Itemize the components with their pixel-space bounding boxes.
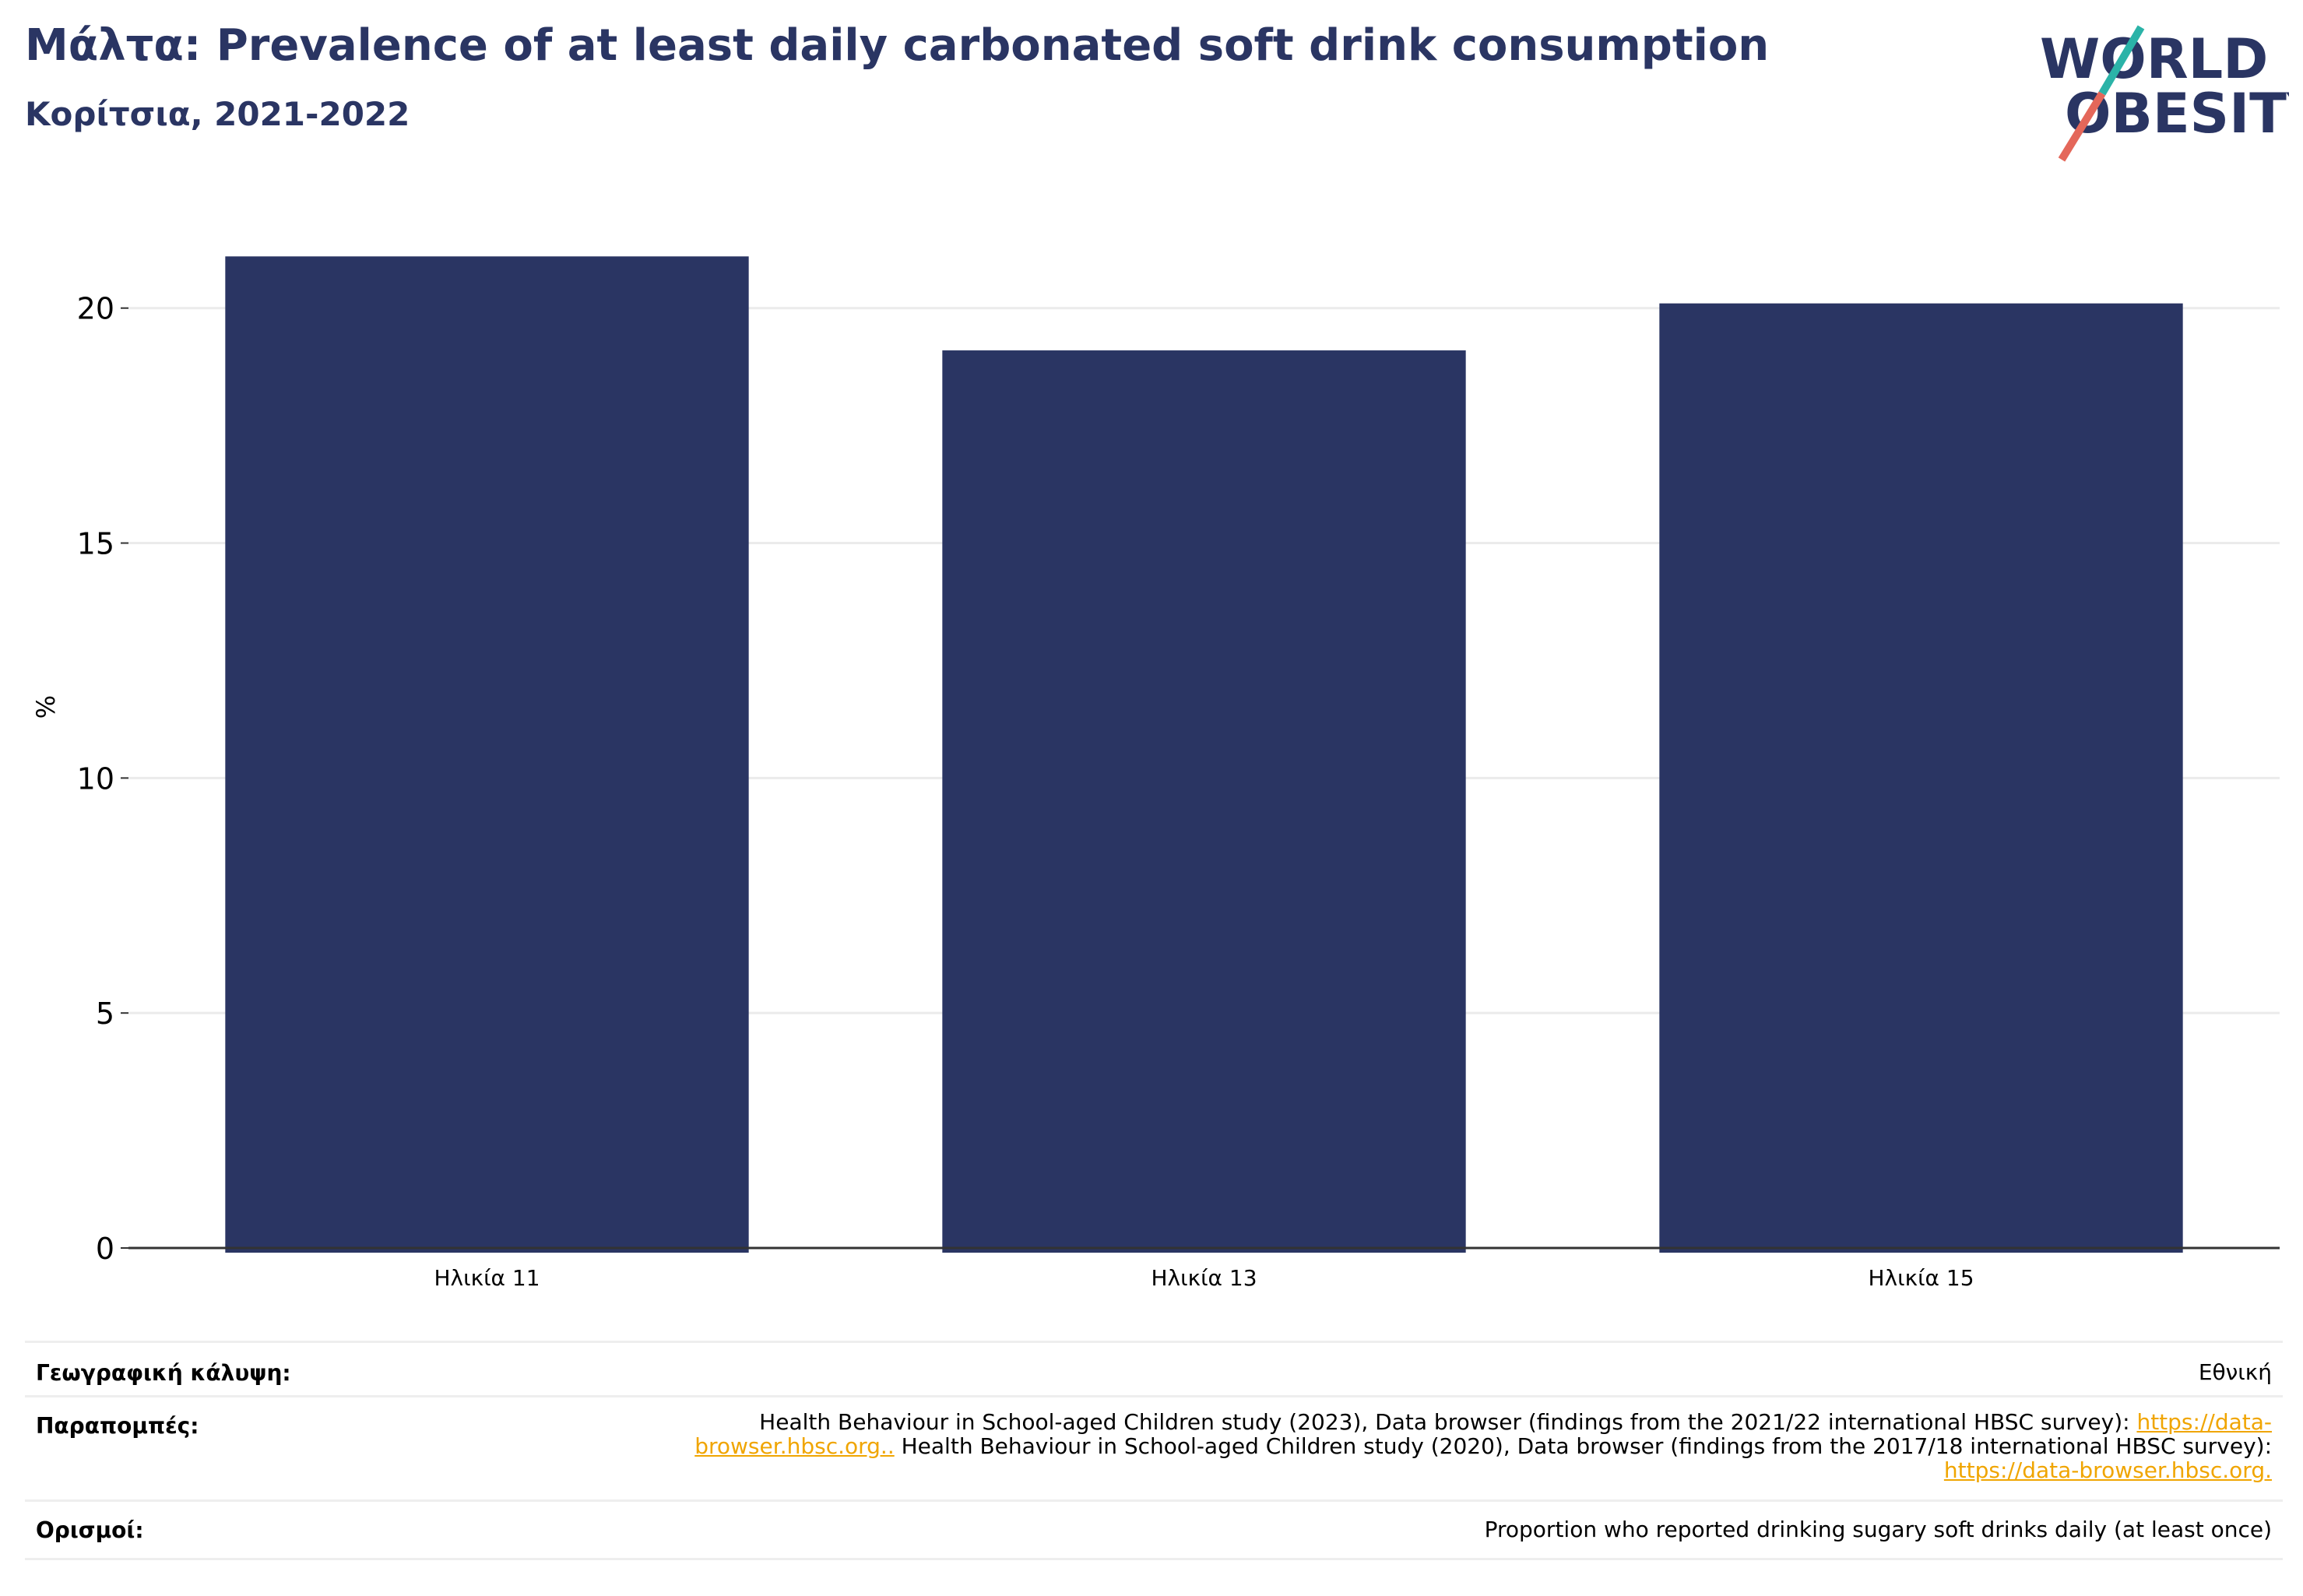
references-value: Health Behaviour in School-aged Children… [652, 1410, 2272, 1482]
y-axis-label: % [31, 695, 61, 719]
chart-subtitle: Κορίτσια, 2021-2022 [25, 95, 410, 133]
definitions-row: Ορισμοί: Proportion who reported drinkin… [25, 1499, 2283, 1560]
definitions-label: Ορισμοί: [36, 1517, 144, 1543]
bar-3 [1659, 303, 2183, 1253]
y-tick-label-0: 0 [96, 1232, 114, 1266]
references-text-2: Health Behaviour in School-aged Children… [894, 1433, 2272, 1459]
x-tick-label-1: Ηλικία 11 [434, 1265, 540, 1291]
logo-line-world: WORLD [2040, 27, 2268, 91]
x-tick-label-2: Ηλικία 13 [1151, 1265, 1257, 1291]
references-row: Παραπομπές: Health Behaviour in School-a… [25, 1395, 2283, 1502]
coverage-value: Εθνική [2198, 1359, 2272, 1385]
coverage-row: Γεωγραφική κάλυψη: Εθνική [25, 1341, 2283, 1397]
references-link-1[interactable]: https://data-browser.hbsc.org.. [694, 1409, 2272, 1459]
references-link-2[interactable]: https://data-browser.hbsc.org. [1943, 1457, 2272, 1483]
bar-1 [225, 256, 749, 1253]
y-tick-label-10: 10 [77, 761, 114, 796]
bar-chart: 0 5 10 15 20 Ηλικία 11 Ηλικία 13 Ηλικία 15 % [31, 256, 2280, 1291]
y-tick-label-15: 15 [77, 527, 114, 561]
references-text-1: Health Behaviour in School-aged Children… [759, 1409, 2137, 1435]
logo-slash-coral [2058, 91, 2106, 162]
axes: 0 5 10 15 20 Ηλικία 11 Ηλικία 13 Ηλικία 15 [77, 292, 2280, 1291]
world-obesity-logo: WORLD OBESITY [2040, 25, 2289, 162]
chart-title: Μάλτα: Prevalence of at least daily carb… [25, 20, 1770, 71]
definitions-value: Proportion who reported drinking sugary … [1484, 1517, 2272, 1542]
coverage-label: Γεωγραφική κάλυψη: [36, 1360, 291, 1386]
logo-slash-teal [2098, 25, 2145, 96]
y-tick-label-5: 5 [96, 997, 114, 1031]
bars [225, 256, 2183, 1253]
x-tick-label-3: Ηλικία 15 [1868, 1265, 1974, 1291]
bar-2 [942, 350, 1466, 1253]
y-tick-label-20: 20 [77, 292, 114, 326]
references-label: Παραπομπές: [36, 1413, 199, 1439]
